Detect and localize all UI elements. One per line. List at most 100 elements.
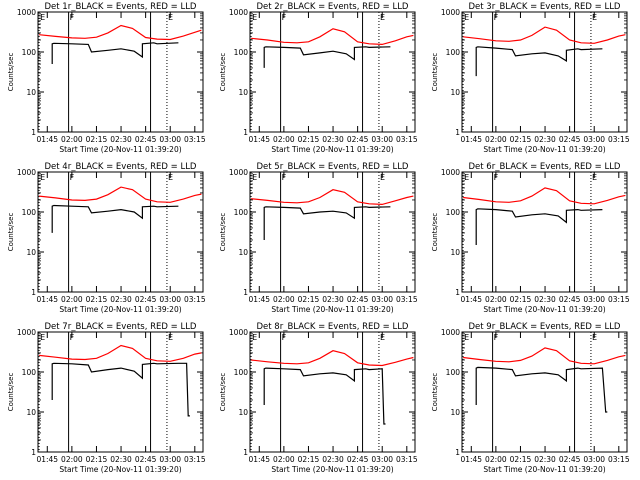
chart-panel-6: Det 6r_BLACK = Events, RED = LLD 1 10 100 10… [431, 162, 630, 314]
y-axis-label: Counts/sec [219, 213, 227, 252]
event-marker-label: E [592, 333, 597, 342]
x-tick-label: 03:15 [184, 455, 206, 464]
event-marker-label: E [252, 173, 257, 182]
event-marker-label: F [282, 173, 287, 182]
x-tick-label: 03:00 [159, 135, 181, 144]
x-tick-label: 02:45 [135, 455, 157, 464]
x-tick-label: 01:45 [36, 455, 58, 464]
chart-title: Det 3r_BLACK = Events, RED = LLD [469, 2, 621, 12]
y-tick-label: 1 [455, 288, 460, 297]
series-line-black-events [51, 362, 190, 417]
y-tick-label: 100 [446, 48, 461, 57]
series-line-red-lld [39, 344, 202, 362]
chart-title: Det 8r_BLACK = Events, RED = LLD [257, 322, 409, 332]
x-tick-label: 02:15 [298, 295, 320, 304]
y-axis-label: Counts/sec [219, 53, 227, 92]
plot-frame [249, 11, 416, 133]
x-tick-label: 02:00 [485, 295, 507, 304]
y-tick-label: 100 [446, 368, 461, 377]
x-tick-label: 03:15 [396, 295, 418, 304]
event-marker-label: E [380, 173, 385, 182]
x-tick-label: 02:30 [322, 455, 344, 464]
y-tick-label: 1 [31, 288, 36, 297]
series-line-black-events [263, 206, 391, 240]
x-tick-label: 02:15 [86, 295, 108, 304]
event-marker-label: E [40, 173, 45, 182]
event-marker-label: F [494, 333, 499, 342]
y-axis-label: Counts/sec [7, 373, 15, 412]
event-marker-label: E [168, 173, 173, 182]
x-tick-label: 03:00 [371, 295, 393, 304]
x-tick-label: 03:15 [184, 295, 206, 304]
y-axis-label: Counts/sec [7, 213, 15, 252]
x-tick-label: 02:30 [322, 135, 344, 144]
y-tick-label: 1000 [17, 168, 36, 177]
x-tick-label: 02:00 [485, 455, 507, 464]
y-tick-label: 100 [446, 208, 461, 217]
series-line-red-lld [251, 350, 414, 367]
x-tick-label: 03:15 [184, 135, 206, 144]
series-line-red-lld [39, 186, 202, 203]
chart-title: Det 6r_BLACK = Events, RED = LLD [469, 162, 621, 172]
series-line-red-lld [39, 24, 202, 41]
y-tick-label: 10 [26, 88, 36, 97]
series-line-black-events [51, 42, 179, 64]
event-marker-label: E [464, 333, 469, 342]
y-tick-label: 10 [450, 248, 460, 257]
chart-title: Det 1r_BLACK = Events, RED = LLD [45, 2, 197, 12]
chart-panel-1: Det 1r_BLACK = Events, RED = LLD 1 10 100 10… [7, 2, 206, 154]
event-marker-label: F [282, 333, 287, 342]
x-tick-label: 01:45 [460, 135, 482, 144]
event-marker-label: E [252, 333, 257, 342]
y-tick-label: 10 [238, 88, 248, 97]
event-marker-label: E [380, 13, 385, 22]
y-tick-label: 100 [234, 208, 249, 217]
x-tick-label: 03:00 [583, 455, 605, 464]
x-tick-label: 02:45 [135, 295, 157, 304]
x-tick-label: 03:15 [608, 135, 630, 144]
x-tick-label: 02:45 [559, 135, 581, 144]
plot-frame [37, 331, 204, 453]
plot-frame [249, 171, 416, 293]
x-tick-label: 02:45 [559, 455, 581, 464]
series-line-black-events [51, 204, 179, 233]
x-axis-label: Start Time (20-Nov-11 01:39:20) [483, 305, 605, 314]
event-marker-label: E [592, 13, 597, 22]
series-line-red-lld [251, 28, 414, 46]
y-tick-label: 1000 [441, 328, 460, 337]
event-marker-label: F [70, 13, 75, 22]
x-axis-label: Start Time (20-Nov-11 01:39:20) [59, 465, 181, 474]
x-tick-label: 02:45 [347, 455, 369, 464]
y-tick-label: 1000 [229, 328, 248, 337]
series-line-black-events [263, 367, 386, 425]
x-tick-label: 02:30 [534, 455, 556, 464]
x-tick-label: 02:45 [559, 295, 581, 304]
y-tick-label: 10 [238, 408, 248, 417]
y-tick-label: 1000 [441, 8, 460, 17]
series-line-black-events [475, 366, 608, 413]
x-tick-label: 02:00 [273, 135, 295, 144]
event-marker-label: E [40, 333, 45, 342]
x-tick-label: 02:45 [347, 295, 369, 304]
y-tick-label: 10 [26, 248, 36, 257]
plot-frame [461, 11, 628, 133]
x-tick-label: 03:00 [583, 295, 605, 304]
x-tick-label: 02:30 [110, 455, 132, 464]
x-tick-label: 02:45 [135, 135, 157, 144]
x-tick-label: 02:15 [510, 295, 532, 304]
y-axis-label: Counts/sec [219, 373, 227, 412]
chart-panel-9: Det 9r_BLACK = Events, RED = LLD 1 10 100 10… [431, 322, 630, 474]
x-tick-label: 02:00 [273, 295, 295, 304]
series-line-black-events [475, 46, 603, 77]
event-marker-label: F [282, 13, 287, 22]
event-marker-label: F [494, 173, 499, 182]
y-axis-label: Counts/sec [7, 53, 15, 92]
event-marker-label: E [464, 13, 469, 22]
y-tick-label: 10 [238, 248, 248, 257]
event-marker-label: E [592, 173, 597, 182]
plot-frame [461, 331, 628, 453]
series-line-red-lld [463, 26, 626, 44]
event-marker-label: F [494, 13, 499, 22]
x-axis-label: Start Time (20-Nov-11 01:39:20) [59, 145, 181, 154]
